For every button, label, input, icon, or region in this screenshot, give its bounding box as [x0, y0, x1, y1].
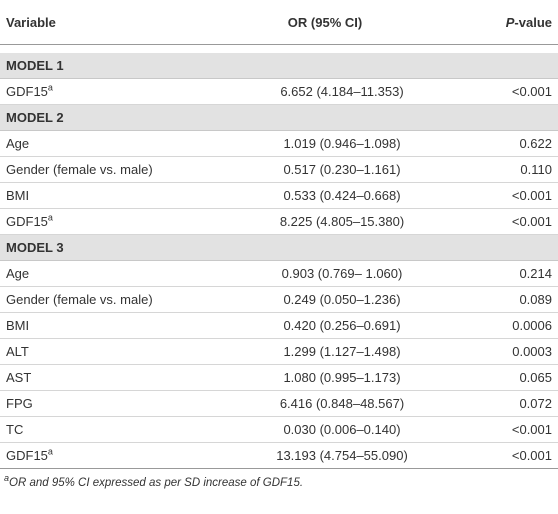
p-cell: 0.072	[435, 390, 558, 417]
footnote-text: OR and 95% CI expressed as per SD increa…	[9, 477, 304, 489]
or-cell: 8.225 (4.805–15.380)	[215, 208, 435, 235]
variable: AST	[6, 370, 32, 385]
section-label: MODEL 1	[0, 53, 558, 79]
variable-cell: Age	[0, 130, 215, 157]
table-header: Variable OR (95% CI) P-value	[0, 0, 558, 45]
or-cell: 6.416 (0.848–48.567)	[215, 390, 435, 417]
superscript: a	[47, 82, 53, 93]
variable: Age	[6, 266, 30, 281]
superscript: a	[47, 212, 53, 223]
header-p: P-value	[435, 0, 558, 45]
variable: GDF15	[6, 448, 48, 463]
or-cell: 1.080 (0.995–1.173)	[215, 364, 435, 391]
header-text: Variable	[6, 14, 56, 30]
p-cell: 0.0006	[435, 312, 558, 339]
variable: Gender (female vs. male)	[6, 162, 153, 177]
variable: ALT	[6, 344, 29, 359]
variable-cell: TC	[0, 416, 215, 443]
variable: GDF15	[6, 214, 48, 229]
variable-cell: BMI	[0, 312, 215, 339]
data-row: FPG 6.416 (0.848–48.567) 0.072	[0, 390, 558, 417]
variable: Gender (female vs. male)	[6, 292, 153, 307]
variable-cell: GDF15a	[0, 208, 215, 235]
data-row: BMI 0.533 (0.424–0.668) <0.001	[0, 182, 558, 209]
variable: GDF15	[6, 84, 48, 99]
footnote-mark: a	[4, 473, 10, 484]
data-row: GDF15a 13.193 (4.754–55.090) <0.001	[0, 442, 558, 469]
variable-cell: Gender (female vs. male)	[0, 156, 215, 183]
results-table: Variable OR (95% CI) P-value MODEL 1 GDF1…	[0, 0, 558, 469]
section-label: MODEL 2	[0, 104, 558, 131]
p-cell: <0.001	[435, 78, 558, 105]
header-row: Variable OR (95% CI) P-value	[0, 0, 558, 45]
or-cell: 0.249 (0.050–1.236)	[215, 286, 435, 313]
variable: TC	[6, 422, 24, 437]
variable-cell: GDF15a	[0, 442, 215, 469]
variable: FPG	[6, 396, 33, 411]
variable-cell: AST	[0, 364, 215, 391]
p-cell: <0.001	[435, 182, 558, 209]
variable-cell: ALT	[0, 338, 215, 365]
or-cell: 0.517 (0.230–1.161)	[215, 156, 435, 183]
data-row: TC 0.030 (0.006–0.140) <0.001	[0, 416, 558, 443]
variable: Age	[6, 136, 30, 151]
section-row: MODEL 2	[0, 104, 558, 131]
data-row: GDF15a 8.225 (4.805–15.380) <0.001	[0, 208, 558, 235]
variable-cell: FPG	[0, 390, 215, 417]
data-row: Age 1.019 (0.946–1.098) 0.622	[0, 130, 558, 157]
or-cell: 0.903 (0.769– 1.060)	[215, 260, 435, 287]
p-cell: <0.001	[435, 208, 558, 235]
header-text: P-value	[505, 14, 552, 30]
header-or: OR (95% CI)	[215, 0, 435, 45]
footnote: aOR and 95% CI expressed as per SD incre…	[0, 469, 558, 497]
data-row: Gender (female vs. male) 0.249 (0.050–1.2…	[0, 286, 558, 313]
or-cell: 1.299 (1.127–1.498)	[215, 338, 435, 365]
or-cell: 0.533 (0.424–0.668)	[215, 182, 435, 209]
section-row: MODEL 3	[0, 234, 558, 261]
p-cell: 0.065	[435, 364, 558, 391]
p-cell: <0.001	[435, 416, 558, 443]
p-cell: 0.089	[435, 286, 558, 313]
data-row: Gender (female vs. male) 0.517 (0.230–1.1…	[0, 156, 558, 183]
variable: BMI	[6, 318, 30, 333]
header-text: OR (95% CI)	[287, 14, 363, 30]
p-cell: 0.0003	[435, 338, 558, 365]
data-row: AST 1.080 (0.995–1.173) 0.065	[0, 364, 558, 391]
p-cell: 0.110	[435, 156, 558, 183]
data-row: BMI 0.420 (0.256–0.691) 0.0006	[0, 312, 558, 339]
data-row: ALT 1.299 (1.127–1.498) 0.0003	[0, 338, 558, 365]
superscript: a	[47, 446, 53, 457]
or-cell: 1.019 (0.946–1.098)	[215, 130, 435, 157]
or-cell: 0.030 (0.006–0.140)	[215, 416, 435, 443]
variable-cell: BMI	[0, 182, 215, 209]
or-cell: 0.420 (0.256–0.691)	[215, 312, 435, 339]
section-label: MODEL 3	[0, 234, 558, 261]
section-row: MODEL 1	[0, 53, 558, 79]
variable-cell: Age	[0, 260, 215, 287]
header-variable: Variable	[0, 0, 215, 45]
data-row: Age 0.903 (0.769– 1.060) 0.214	[0, 260, 558, 287]
table-body: MODEL 1 GDF15a 6.652 (4.184–11.353) <0.001 M…	[0, 45, 558, 469]
p-cell: 0.622	[435, 130, 558, 157]
p-cell: <0.001	[435, 442, 558, 469]
or-cell: 13.193 (4.754–55.090)	[215, 442, 435, 469]
spacer	[0, 45, 558, 54]
variable-cell: GDF15a	[0, 78, 215, 105]
variable-cell: Gender (female vs. male)	[0, 286, 215, 313]
variable: BMI	[6, 188, 30, 203]
or-cell: 6.652 (4.184–11.353)	[215, 78, 435, 105]
data-row: GDF15a 6.652 (4.184–11.353) <0.001	[0, 78, 558, 105]
p-cell: 0.214	[435, 260, 558, 287]
